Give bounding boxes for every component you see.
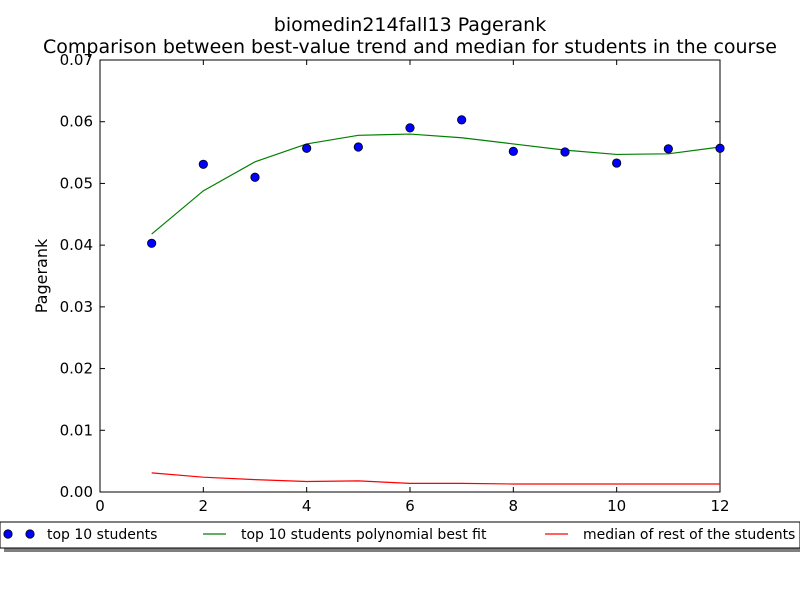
x-tick-label: 2 <box>199 497 209 515</box>
x-tick-label: 6 <box>405 497 415 515</box>
legend-marker-top-10-students <box>25 529 35 539</box>
chart-title: biomedin214fall13 Pagerank <box>274 14 546 36</box>
legend-box <box>0 521 800 549</box>
y-tick-label: 0.00 <box>60 483 93 501</box>
x-tick-label: 10 <box>607 497 626 515</box>
y-axis: 0.00 0.01 0.02 0.03 0.04 0.05 0.06 0.07 <box>60 51 720 501</box>
data-point <box>147 238 157 248</box>
series-line-median-of-rest-of-the-students <box>151 472 720 485</box>
series-layer <box>147 115 725 485</box>
y-tick-label: 0.03 <box>60 298 93 316</box>
data-point <box>663 144 673 154</box>
x-tick-label: 4 <box>302 497 312 515</box>
data-point <box>612 158 622 168</box>
legend-marker-top-10-students <box>3 529 13 539</box>
legend-entry-top-10-students: top 10 students <box>3 527 157 543</box>
chart-subtitle: Comparison between best-value trend and … <box>43 36 777 58</box>
x-tick-label: 8 <box>509 497 519 515</box>
x-axis: 0 2 4 6 8 10 12 <box>95 60 730 515</box>
legend-entry-median: median of rest of the students <box>545 527 795 543</box>
y-axis-label: Pagerank <box>32 238 51 313</box>
x-tick-label: 0 <box>95 497 105 515</box>
legend: top 10 students top 10 students polynomi… <box>0 521 800 552</box>
data-point <box>560 147 570 157</box>
data-point <box>457 115 467 125</box>
legend-label-median: median of rest of the students <box>583 527 795 543</box>
data-point <box>250 172 260 182</box>
legend-entry-polynomial-fit: top 10 students polynomial best fit <box>203 527 487 543</box>
data-point <box>508 146 518 156</box>
data-point <box>302 143 312 153</box>
legend-label-top-10-students: top 10 students <box>47 527 157 543</box>
data-point <box>198 159 208 169</box>
y-tick-label: 0.05 <box>60 174 93 192</box>
data-point <box>353 142 363 152</box>
y-tick-label: 0.02 <box>60 360 93 378</box>
series-line-top-10-students-polynomial-best-fit <box>151 133 721 235</box>
y-tick-label: 0.07 <box>60 51 93 69</box>
x-tick-label: 12 <box>710 497 729 515</box>
y-tick-label: 0.01 <box>60 421 93 439</box>
data-point <box>715 143 725 153</box>
y-tick-label: 0.04 <box>60 236 93 254</box>
y-tick-label: 0.06 <box>60 113 93 131</box>
data-point <box>405 123 415 133</box>
legend-label-polynomial-fit: top 10 students polynomial best fit <box>241 527 487 543</box>
